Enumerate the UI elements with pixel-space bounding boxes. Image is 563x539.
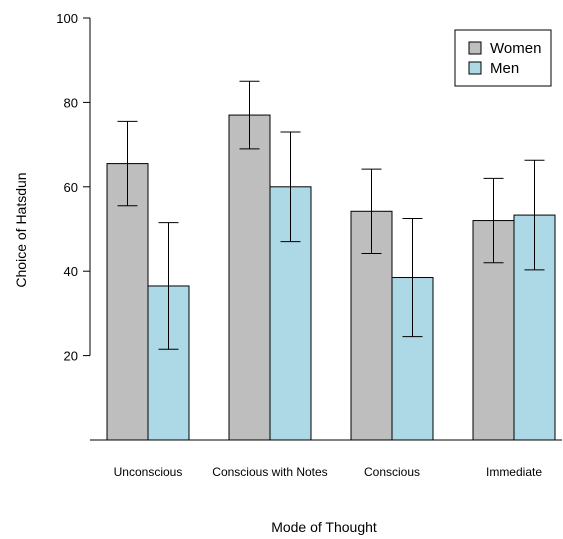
y-axis-title: Choice of Hatsdun	[13, 172, 29, 287]
bar-women	[106, 163, 149, 441]
y-axis: 20 40 60 80 100	[56, 11, 91, 364]
legend-swatch-men	[468, 61, 482, 75]
x-axis-title: Mode of Thought	[271, 519, 377, 535]
legend-box	[454, 29, 552, 87]
y-tick-label: 40	[64, 264, 78, 279]
x-category-label: Conscious	[364, 465, 420, 479]
legend-label-men: Men	[490, 60, 519, 77]
legend: Women Men	[454, 29, 552, 87]
y-tick-label: 100	[56, 11, 78, 26]
y-tick-label: 20	[64, 349, 78, 364]
x-category-label: Immediate	[486, 465, 542, 479]
x-category-label: Unconscious	[114, 465, 183, 479]
bar-women	[228, 114, 271, 441]
y-tick-label: 80	[64, 95, 78, 110]
legend-swatch-women	[468, 41, 482, 55]
y-tick-label: 60	[64, 180, 78, 195]
bars-group	[106, 114, 556, 441]
legend-label-women: Women	[490, 40, 541, 57]
x-category-labels: Unconscious Conscious with Notes Conscious…	[114, 465, 543, 479]
error-bars-group	[117, 80, 545, 350]
x-category-label: Conscious with Notes	[212, 465, 327, 479]
